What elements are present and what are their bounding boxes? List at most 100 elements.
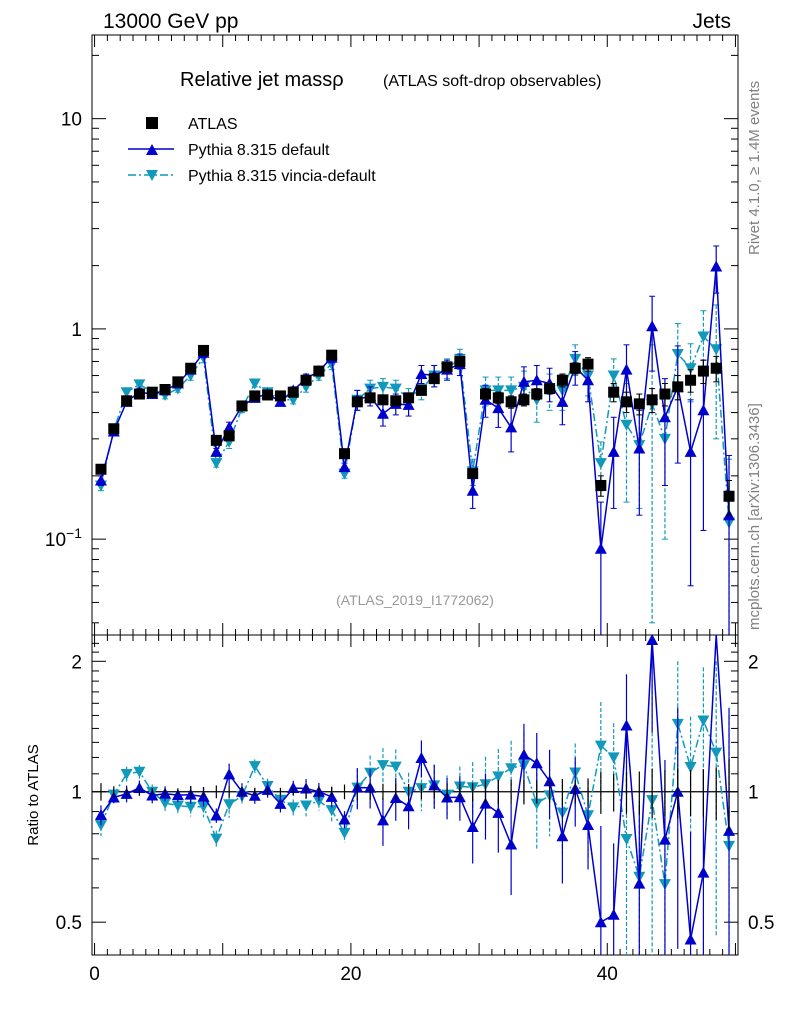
marker-pythia-default-ratio — [543, 775, 556, 787]
marker-pythia-default — [582, 374, 595, 386]
data-point-atlas — [415, 384, 427, 396]
data-point-atlas — [428, 373, 440, 385]
data-point-atlas — [479, 388, 491, 400]
marker-pythia-default — [94, 474, 107, 486]
x-tick-label: 20 — [340, 964, 361, 985]
marker-pythia-default — [710, 260, 723, 272]
data-point-atlas — [274, 390, 286, 402]
data-point-atlas — [300, 374, 312, 386]
marker-pythia-vincia-ratio — [300, 800, 313, 812]
marker-pythia-vincia-ratio — [607, 752, 620, 764]
legend: ATLAS Pythia 8.315 default Pythia 8.315 … — [128, 116, 376, 185]
marker-pythia-default-ratio — [684, 933, 697, 945]
marker-pythia-default — [646, 320, 659, 332]
data-point-atlas — [390, 395, 402, 407]
data-point-atlas — [121, 395, 133, 407]
data-point-atlas — [633, 398, 645, 410]
marker-pythia-vincia-ratio — [210, 833, 223, 845]
marker-pythia-default — [684, 445, 697, 457]
marker-pythia-vincia — [710, 344, 723, 356]
data-point-atlas — [403, 392, 415, 404]
data-point-atlas — [287, 386, 299, 398]
data-point-atlas — [339, 448, 351, 460]
chart-subtitle: (ATLAS soft-drop observables) — [383, 73, 601, 90]
data-point-atlas — [685, 374, 697, 386]
marker-pythia-vincia-ratio — [376, 760, 389, 772]
marker-pythia-vincia-ratio — [530, 798, 543, 810]
marker-pythia-default-ratio — [466, 820, 479, 832]
main-series-group — [94, 245, 736, 636]
data-point-atlas — [351, 396, 363, 408]
data-point-atlas — [326, 349, 338, 361]
main-axis-ticks: 10 1 10−1 — [45, 35, 738, 635]
marker-pythia-default — [415, 368, 428, 380]
data-point-atlas — [582, 358, 594, 370]
marker-pythia-default-ratio — [530, 757, 543, 769]
marker-pythia-default-ratio — [415, 752, 428, 764]
marker-pythia-default-ratio — [582, 818, 595, 830]
marker-pythia-default-ratio — [133, 781, 146, 793]
marker-pythia-vincia — [684, 363, 697, 375]
marker-pythia-default — [210, 445, 223, 457]
marker-pythia-vincia — [389, 383, 402, 395]
marker-pythia-default — [556, 395, 569, 407]
marker-pythia-default-ratio — [210, 809, 223, 821]
data-point-atlas — [595, 479, 607, 491]
marker-pythia-vincia-ratio — [620, 834, 633, 846]
data-point-atlas — [505, 396, 517, 408]
marker-pythia-default — [223, 421, 236, 433]
marker-pythia-default-ratio — [517, 748, 530, 760]
marker-pythia-default-ratio — [338, 813, 351, 825]
marker-pythia-vincia-ratio — [312, 795, 325, 807]
x-tick-label: 0 — [89, 964, 100, 985]
marker-pythia-default-ratio — [607, 908, 620, 920]
y-tick-label-ratio: 2 — [71, 652, 82, 673]
y-tick-label-ratio-right: 2 — [748, 652, 759, 673]
marker-pythia-vincia-ratio — [197, 801, 210, 813]
data-point-atlas — [531, 388, 543, 400]
marker-pythia-vincia-ratio — [389, 761, 402, 773]
marker-pythia-vincia-ratio — [133, 766, 146, 778]
marker-pythia-default-ratio — [620, 719, 633, 731]
y-tick-label-ratio: 0.5 — [56, 913, 82, 934]
marker-pythia-vincia — [697, 331, 710, 343]
marker-pythia-vincia-ratio — [338, 827, 351, 839]
marker-pythia-default-ratio — [274, 797, 287, 809]
data-point-atlas — [198, 344, 210, 356]
ratio-plot-panel: Ratio to ATLAS 2 2 1 1 0.5 0.5 — [25, 634, 774, 956]
y-tick-label-main: 10−1 — [45, 525, 82, 551]
data-point-atlas — [646, 394, 658, 406]
marker-pythia-vincia — [248, 378, 261, 390]
data-point-atlas — [364, 392, 376, 404]
data-point-atlas — [172, 376, 184, 388]
data-point-atlas — [454, 355, 466, 367]
y-tick-label-ratio: 1 — [71, 783, 82, 804]
data-point-atlas — [659, 388, 671, 400]
marker-pythia-default-ratio — [646, 634, 659, 646]
marker-pythia-default — [658, 411, 671, 423]
marker-pythia-vincia-ratio — [223, 799, 236, 811]
marker-pythia-default — [607, 445, 620, 457]
marker-pythia-default — [492, 402, 505, 414]
marker-pythia-vincia — [492, 385, 505, 397]
data-point-atlas — [441, 361, 453, 373]
marker-pythia-vincia — [620, 419, 633, 431]
marker-pythia-default — [376, 407, 389, 419]
data-point-atlas — [492, 392, 504, 404]
marker-pythia-default-ratio — [697, 866, 710, 878]
marker-pythia-vincia-ratio — [697, 715, 710, 727]
header-right: Jets — [692, 10, 731, 33]
ratio-series-group — [94, 634, 736, 955]
data-point-atlas — [569, 362, 581, 374]
data-point-atlas — [467, 468, 479, 480]
side-text-bottom: mcplots.cern.ch [arXiv:1306.3436] — [746, 403, 763, 630]
marker-pythia-default — [505, 421, 518, 433]
side-text-top: Rivet 4.1.0, ≥ 1.4M events — [746, 81, 763, 255]
data-point-atlas — [159, 383, 171, 395]
marker-pythia-default-ratio — [287, 782, 300, 794]
legend-marker-pythia-default — [146, 144, 158, 155]
marker-pythia-vincia-ratio — [710, 747, 723, 759]
legend-label-pythia-default: Pythia 8.315 default — [188, 142, 330, 159]
ratio-axis-label: Ratio to ATLAS — [25, 744, 42, 845]
